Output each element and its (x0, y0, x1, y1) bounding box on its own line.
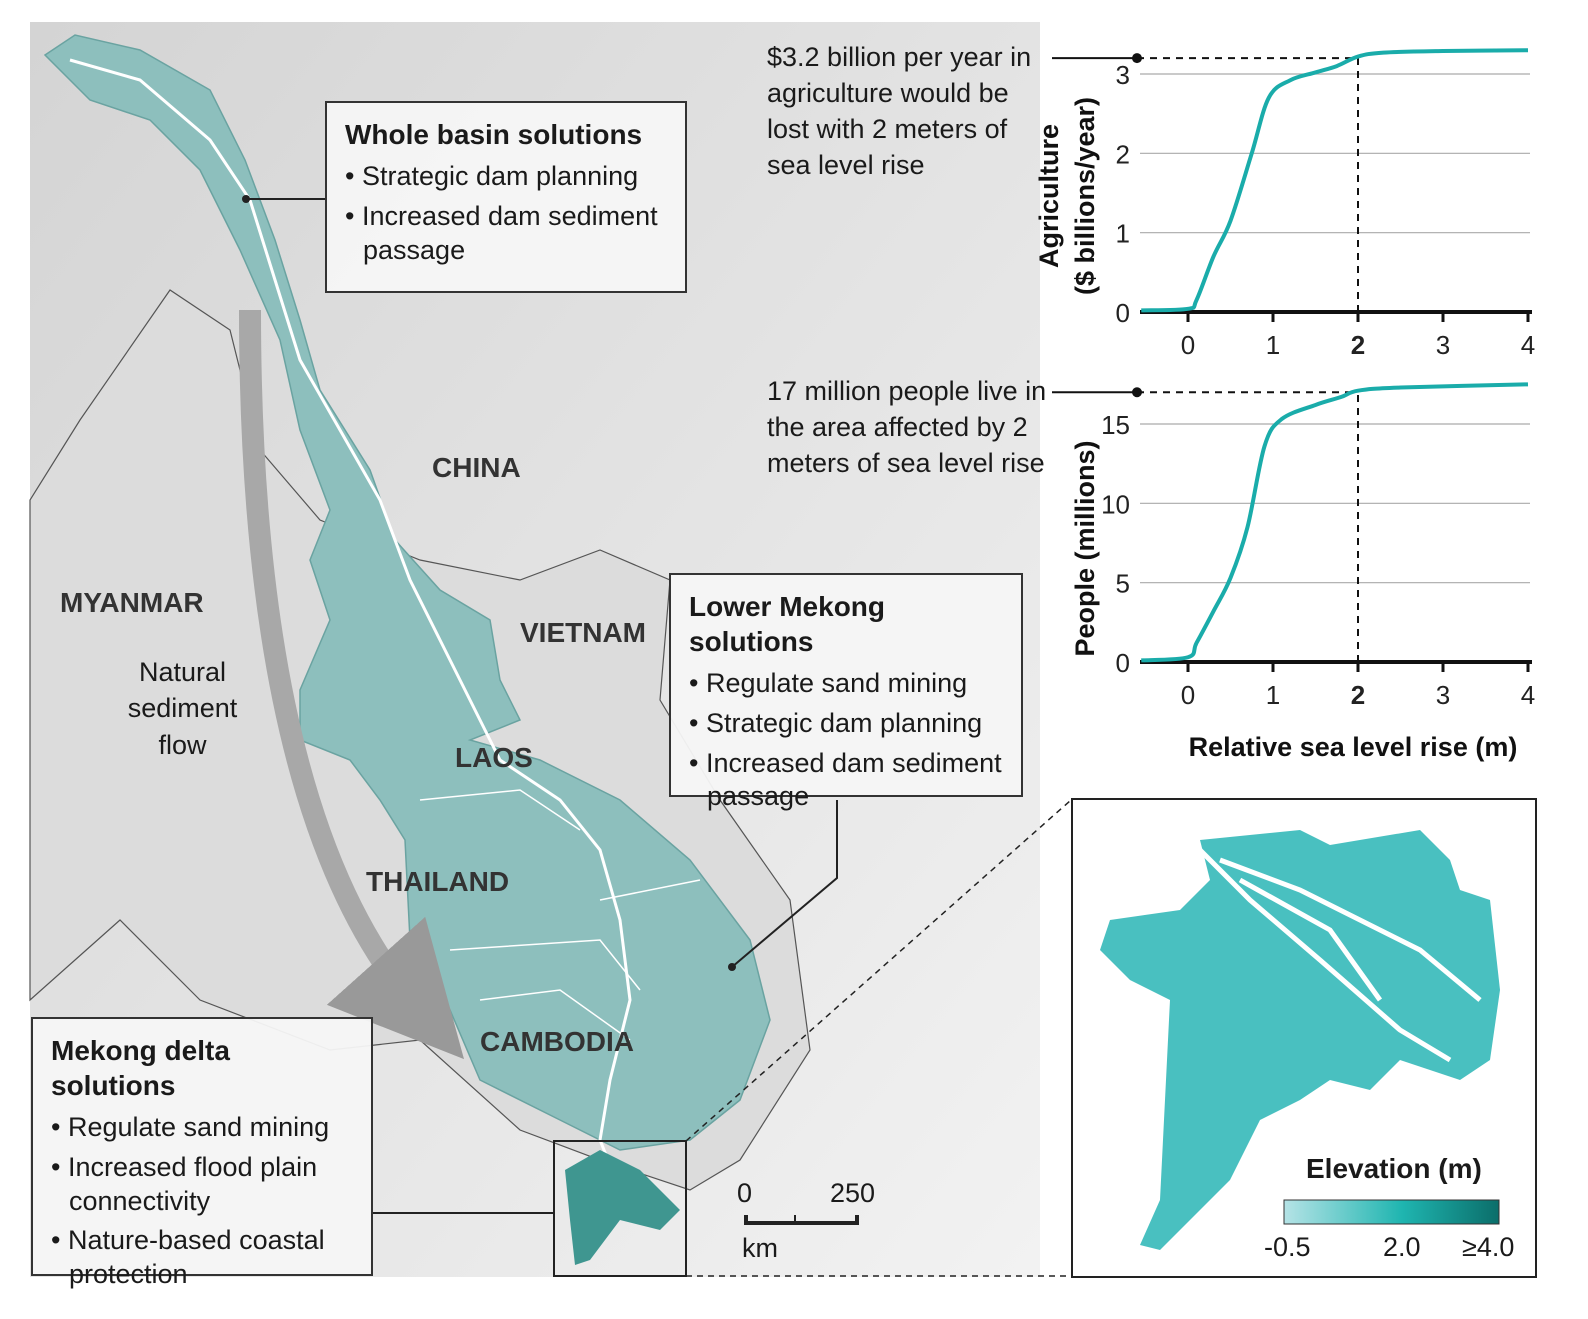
chart2-ytick-label: 10 (1101, 489, 1130, 519)
box-title: Lower Mekong solutions (689, 591, 886, 657)
chart1-xtick-label: 1 (1266, 330, 1280, 360)
xlabel: Relative sea level rise (m) (1189, 732, 1518, 762)
label-china: CHINA (432, 452, 521, 483)
delta-elevation-map (1100, 830, 1500, 1250)
list-item: Increased flood plain connectivity (51, 1151, 353, 1219)
chart1-series-line (1141, 48, 1529, 313)
list-item: Nature-based coastal protection (51, 1224, 353, 1292)
legend-title: Elevation (m) (1306, 1153, 1482, 1184)
chart1-ytick-label: 3 (1116, 60, 1130, 90)
label-laos: LAOS (455, 742, 533, 773)
chart1-ylabel-units: ($ billions/year) (1070, 97, 1100, 295)
label-cambodia: CAMBODIA (480, 1026, 634, 1057)
label-vietnam: VIETNAM (520, 617, 646, 648)
box-title: Mekong delta solutions (51, 1035, 230, 1101)
leader-lower-mekong (731, 800, 838, 968)
tributaries (419, 789, 701, 1041)
chart1-xtick-label: 2 (1351, 330, 1365, 360)
chart2-ytick-label: 15 (1101, 410, 1130, 440)
chart2-highlight-dot (1132, 387, 1142, 398)
chart1-xtick-label: 4 (1521, 330, 1535, 360)
chart2-ytick-label: 0 (1116, 648, 1130, 678)
sediment-flow-label: Natural sediment flow (127, 657, 238, 760)
people-annotation: 17 million people live in the area affec… (767, 376, 1047, 478)
sediment-flow-arrow (239, 309, 464, 1060)
chart2-xtick-label: 3 (1436, 680, 1450, 710)
mekong-basin (43, 34, 771, 1151)
list-item: Regulate sand mining (689, 667, 1003, 701)
chart2-xtick-label: 4 (1521, 680, 1535, 710)
chart2-ytick-label: 5 (1116, 569, 1130, 599)
elevation-colorbar (1283, 1199, 1500, 1225)
delta-region (565, 1150, 680, 1265)
chart1-highlight-dot (1132, 53, 1142, 64)
list-item: Strategic dam planning (689, 707, 1003, 741)
list-item: Strategic dam planning (345, 160, 667, 194)
agri-annotation: $3.2 billion per year in agriculture wou… (767, 42, 1032, 180)
legend-max: ≥4.0 (1462, 1232, 1515, 1262)
lower-mekong-box: Lower Mekong solutions Regulate sand min… (669, 573, 1023, 811)
label-thailand: THAILAND (366, 866, 510, 897)
label-myanmar: MYANMAR (60, 587, 204, 618)
chart2-xtick-label: 1 (1266, 680, 1280, 710)
chart1-xtick-label: 3 (1436, 330, 1450, 360)
list-item: Increased dam sediment passage (345, 200, 667, 268)
chart2-xtick-label: 2 (1351, 680, 1365, 710)
chart1-ytick-label: 1 (1116, 219, 1130, 249)
scale-bar (744, 1215, 859, 1225)
whole-basin-box: Whole basin solutions Strategic dam plan… (325, 101, 687, 293)
chart1-ylabel: Agriculture (1034, 124, 1064, 268)
scale-unit: km (742, 1233, 778, 1263)
chart1-xtick-label: 0 (1181, 330, 1195, 360)
list-item: Regulate sand mining (51, 1111, 353, 1145)
list-item: Increased dam sediment passage (689, 747, 1003, 815)
delta-locator-box (553, 1140, 687, 1277)
chart1-ytick-label: 2 (1116, 139, 1130, 169)
chart2-xtick-label: 0 (1181, 680, 1195, 710)
scale-end: 250 (830, 1178, 876, 1208)
chart2-series-line (1141, 382, 1529, 663)
legend-min: -0.5 (1264, 1232, 1311, 1262)
inset-connector (685, 799, 1072, 1142)
delta-box: Mekong delta solutions Regulate sand min… (31, 1017, 373, 1289)
chart2-ylabel: People (millions) (1070, 440, 1100, 656)
scale-start: 0 (737, 1178, 753, 1208)
chart1-ytick-label: 0 (1116, 298, 1130, 328)
box-title: Whole basin solutions (345, 119, 643, 150)
legend-mid: 2.0 (1383, 1232, 1421, 1262)
